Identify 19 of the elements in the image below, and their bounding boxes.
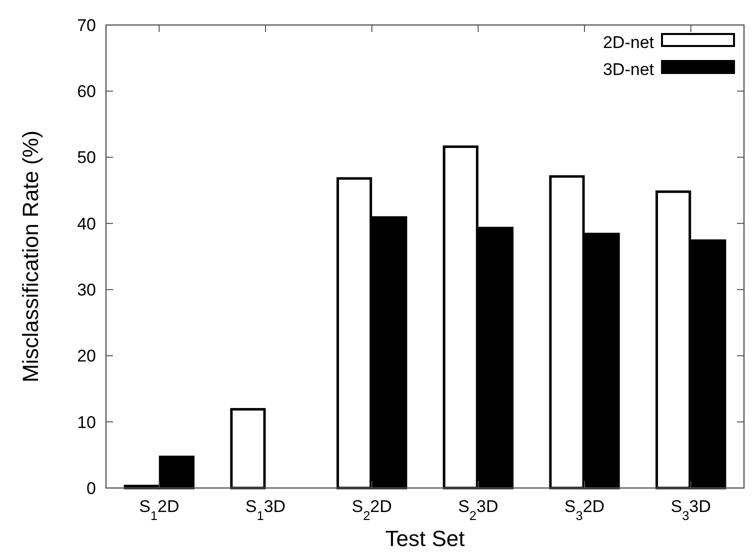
y-tick-label: 0 — [86, 478, 96, 498]
bar — [230, 408, 266, 490]
x-tick-label: S$_{3}$2D — [564, 497, 605, 522]
y-tick-label: 20 — [77, 346, 96, 366]
x-tick-label: S$_{2}$3D — [458, 497, 498, 522]
legend-label: 2D-net — [602, 33, 654, 52]
y-tick-label: 70 — [77, 16, 96, 35]
legend-label: 3D-net — [602, 60, 654, 79]
y-tick-label: 40 — [77, 214, 96, 234]
y-tick-label: 60 — [77, 82, 96, 102]
x-tick-label: S$_{3}$3D — [670, 497, 711, 522]
y-tick-label: 30 — [77, 280, 96, 300]
x-tick-label: S$_{1}$3D — [245, 497, 286, 522]
y-axis-title: Misclassification Rate (%) — [18, 130, 43, 382]
y-tick-label: 50 — [77, 148, 96, 168]
x-tick-label: S$_{1}$2D — [139, 497, 180, 522]
x-axis-title: Test Set — [385, 526, 465, 551]
y-tick-label: 10 — [77, 412, 96, 432]
x-tick-label: S$_{2}$2D — [352, 497, 392, 522]
